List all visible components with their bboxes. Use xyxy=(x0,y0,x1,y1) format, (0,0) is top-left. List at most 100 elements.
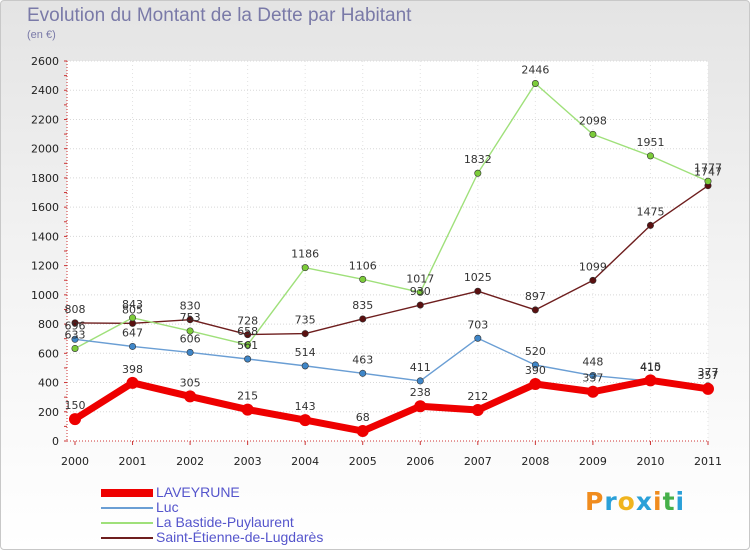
y-tick-label: 200 xyxy=(38,406,59,419)
data-point xyxy=(589,372,597,380)
data-point xyxy=(531,361,539,369)
data-point xyxy=(529,378,542,390)
chart-subtitle: (en €) xyxy=(27,29,56,41)
data-label: 212 xyxy=(467,390,488,403)
data-label: 1099 xyxy=(579,260,607,273)
data-label: 398 xyxy=(122,363,143,376)
data-label: 1777 xyxy=(694,161,722,174)
data-point xyxy=(414,400,427,413)
data-point xyxy=(69,413,81,426)
data-label: 647 xyxy=(122,326,143,339)
x-tick-label: 2002 xyxy=(176,455,204,468)
data-point xyxy=(646,221,654,229)
data-label: 357 xyxy=(698,369,719,382)
y-tick-label: 2000 xyxy=(31,143,59,156)
data-point xyxy=(244,355,252,363)
data-point xyxy=(71,344,79,352)
series-line xyxy=(73,376,709,435)
data-label: 377 xyxy=(698,366,719,379)
legend-label: Luc xyxy=(156,499,179,515)
logo-letter: x xyxy=(635,487,653,516)
data-point xyxy=(586,385,599,398)
y-tick-label: 1400 xyxy=(31,230,59,243)
data-label: 930 xyxy=(410,285,431,298)
data-label: 1186 xyxy=(291,248,319,261)
data-point xyxy=(301,362,309,370)
data-label: 735 xyxy=(295,314,316,327)
data-label: 843 xyxy=(122,298,143,311)
data-label: 561 xyxy=(237,339,258,352)
data-label: 633 xyxy=(65,328,86,341)
y-tick-label: 800 xyxy=(38,318,59,331)
data-label: 805 xyxy=(122,303,143,316)
y-tick-label: 2600 xyxy=(31,55,59,68)
data-label: 835 xyxy=(352,299,373,312)
x-tick-label: 2009 xyxy=(579,455,607,468)
x-tick-label: 2000 xyxy=(61,455,89,468)
logo-letter: i xyxy=(675,487,686,516)
y-tick-label: 1800 xyxy=(31,172,59,185)
data-point xyxy=(126,376,139,389)
data-point xyxy=(471,404,484,417)
grid xyxy=(67,60,709,442)
data-label: 514 xyxy=(295,346,316,359)
data-point xyxy=(474,169,482,177)
data-point xyxy=(416,288,424,296)
x-tick-label: 2011 xyxy=(694,455,722,468)
data-label: 410 xyxy=(640,361,661,374)
x-tick-label: 2001 xyxy=(119,455,147,468)
x-tick-label: 2003 xyxy=(234,455,262,468)
data-point xyxy=(359,315,367,323)
legend-swatch xyxy=(101,506,153,509)
data-point xyxy=(129,342,137,350)
data-point xyxy=(589,130,597,138)
y-tick-label: 2400 xyxy=(31,84,59,97)
data-label: 337 xyxy=(582,372,603,385)
data-label: 238 xyxy=(410,386,431,399)
data-point xyxy=(359,275,367,283)
series-line xyxy=(74,185,709,336)
y-tick-label: 2200 xyxy=(31,113,59,126)
data-label: 143 xyxy=(295,400,316,413)
plot-area xyxy=(67,61,708,441)
legend-label: Saint-Étienne-de-Lugdarès xyxy=(156,529,324,545)
data-labels: 808 805 830 728 735 835 930 1025 897 1099 1475 1747… xyxy=(65,64,723,425)
legend-swatch xyxy=(101,536,153,539)
legend-swatch xyxy=(101,488,153,497)
data-label: 520 xyxy=(525,345,546,358)
data-label: 305 xyxy=(180,376,201,389)
data-point xyxy=(702,382,714,395)
chart-title: Evolution du Montant de la Dette par Hab… xyxy=(27,5,412,26)
x-tick-label: 2006 xyxy=(406,455,434,468)
data-label: 897 xyxy=(525,290,546,303)
proxiti-logo: Proxiti xyxy=(585,487,685,516)
data-label: 215 xyxy=(237,390,258,403)
legend-swatch xyxy=(101,521,153,524)
data-point xyxy=(71,335,79,343)
data-label: 1832 xyxy=(464,153,492,166)
x-tick-label: 2008 xyxy=(521,455,549,468)
data-label: 448 xyxy=(582,356,603,369)
legend-label: LAVEYRUNE xyxy=(156,484,240,500)
legend-label: La Bastide-Puylaurent xyxy=(156,514,294,530)
data-label: 2098 xyxy=(579,114,607,127)
data-point xyxy=(356,425,369,438)
series-lines xyxy=(69,80,714,438)
data-label: 703 xyxy=(467,318,488,331)
data-label: 606 xyxy=(180,332,201,345)
data-point xyxy=(704,177,712,185)
x-axis: 2000 2001 2002 2003 2004 2005 2006 2007 2008 2009… xyxy=(61,440,722,468)
data-point xyxy=(186,327,194,335)
data-point xyxy=(301,264,309,272)
data-point xyxy=(589,276,597,284)
data-label: 808 xyxy=(65,303,86,316)
data-label: 830 xyxy=(180,300,201,313)
data-label: 150 xyxy=(65,399,86,412)
data-label: 658 xyxy=(237,325,258,338)
data-point xyxy=(301,330,309,338)
data-point xyxy=(646,152,654,160)
logo-letter: t xyxy=(662,487,676,516)
data-point xyxy=(474,287,482,295)
data-label: 415 xyxy=(640,360,661,373)
